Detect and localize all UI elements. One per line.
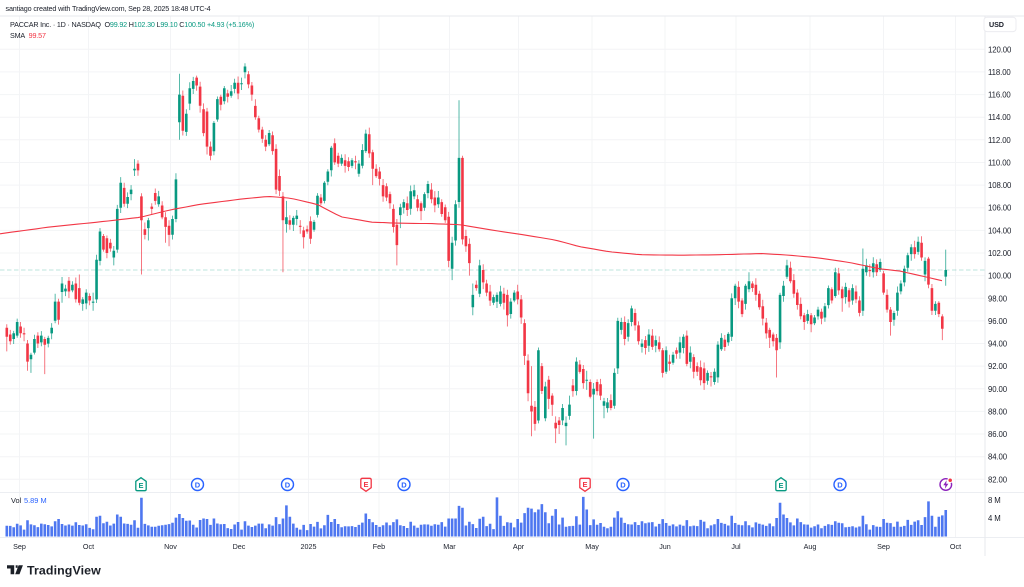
svg-text:2025: 2025 xyxy=(301,542,317,551)
svg-text:118.00: 118.00 xyxy=(988,68,1011,77)
svg-text:USD: USD xyxy=(989,20,1004,29)
svg-text:5.89 M: 5.89 M xyxy=(24,496,47,505)
svg-text:112.00: 112.00 xyxy=(988,136,1011,145)
svg-text:82.00: 82.00 xyxy=(988,475,1008,484)
svg-text:Feb: Feb xyxy=(373,542,385,551)
svg-text:Nov: Nov xyxy=(164,542,177,551)
svg-text:Dec: Dec xyxy=(233,542,246,551)
svg-text:May: May xyxy=(585,542,599,551)
svg-text:D: D xyxy=(837,481,843,490)
svg-text:92.00: 92.00 xyxy=(988,362,1008,371)
svg-text:Jul: Jul xyxy=(731,542,741,551)
svg-text:98.00: 98.00 xyxy=(988,294,1008,303)
svg-text:D: D xyxy=(620,481,626,490)
svg-text:Apr: Apr xyxy=(513,542,525,551)
svg-text:100.00: 100.00 xyxy=(988,272,1012,281)
svg-text:Oct: Oct xyxy=(83,542,94,551)
svg-text:104.00: 104.00 xyxy=(988,226,1012,235)
svg-text:94.00: 94.00 xyxy=(988,340,1008,349)
svg-text:E: E xyxy=(138,481,143,490)
svg-text:Sep: Sep xyxy=(13,542,26,551)
svg-text:120.00: 120.00 xyxy=(988,45,1012,54)
svg-text:Sep: Sep xyxy=(877,542,890,551)
svg-text:Vol: Vol xyxy=(11,496,22,505)
svg-text:D: D xyxy=(195,481,201,490)
svg-text:D: D xyxy=(285,481,291,490)
svg-text:86.00: 86.00 xyxy=(988,430,1008,439)
svg-text:Aug: Aug xyxy=(804,542,817,551)
svg-text:Oct: Oct xyxy=(950,542,961,551)
svg-text:108.00: 108.00 xyxy=(988,181,1012,190)
svg-text:TradingView: TradingView xyxy=(27,564,101,578)
svg-text:Jun: Jun xyxy=(659,542,671,551)
svg-text:90.00: 90.00 xyxy=(988,385,1008,394)
svg-text:E: E xyxy=(363,480,368,489)
svg-text:E: E xyxy=(778,481,783,490)
svg-text:96.00: 96.00 xyxy=(988,317,1008,326)
svg-text:8 M: 8 M xyxy=(988,496,1001,505)
svg-text:D: D xyxy=(401,481,407,490)
svg-text:E: E xyxy=(582,480,587,489)
svg-text:4 M: 4 M xyxy=(988,514,1001,523)
svg-text:110.00: 110.00 xyxy=(988,159,1011,168)
svg-text:114.00: 114.00 xyxy=(988,113,1011,122)
svg-text:106.00: 106.00 xyxy=(988,204,1012,213)
svg-text:84.00: 84.00 xyxy=(988,453,1008,462)
svg-text:116.00: 116.00 xyxy=(988,91,1011,100)
svg-text:102.00: 102.00 xyxy=(988,249,1012,258)
svg-text:88.00: 88.00 xyxy=(988,407,1008,416)
svg-text:Mar: Mar xyxy=(443,542,456,551)
